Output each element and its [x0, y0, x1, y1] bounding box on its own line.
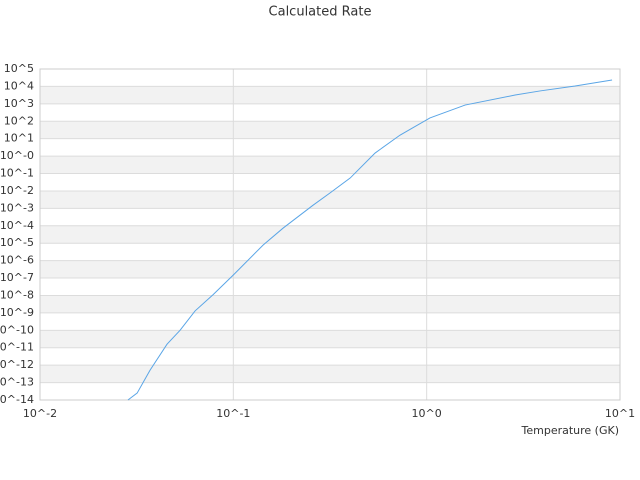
y-tick-label: 10^-13	[0, 376, 34, 389]
y-tick-label: 10^-8	[0, 288, 34, 301]
y-tick-label: 10^-7	[0, 271, 34, 284]
x-axis-label: Temperature (GK)	[521, 424, 620, 437]
plot-frame	[39, 68, 621, 401]
x-tick-label: 10^1	[605, 407, 635, 420]
y-tick-label: 10^5	[4, 62, 34, 75]
grid-band	[40, 260, 620, 279]
y-tick-label: 10^-11	[0, 341, 34, 354]
grid-band	[40, 330, 620, 348]
grid-band	[40, 86, 620, 104]
x-tick-label: 10^0	[412, 407, 442, 420]
x-tick-label: 10^-1	[216, 407, 250, 420]
y-tick-label: 10^2	[4, 114, 34, 127]
y-tick-label: 10^4	[4, 79, 34, 92]
y-tick-label: 10^-1	[0, 167, 34, 180]
y-tick-label: 10^-6	[0, 254, 34, 267]
grid-band	[40, 365, 620, 383]
series-line	[127, 79, 613, 401]
y-tick-label: 10^-10	[0, 323, 34, 336]
grid-band	[40, 190, 620, 209]
y-tick-label: 10^3	[4, 97, 34, 110]
y-tick-label: 10^-12	[0, 358, 34, 371]
y-tick-label: 10^-3	[0, 201, 34, 214]
y-tick-label: 10^-2	[0, 184, 34, 197]
y-tick-label: 10^1	[4, 132, 34, 145]
chart-title: Calculated Rate	[269, 5, 372, 20]
grid-band	[40, 121, 620, 139]
x-tick-label: 10^-2	[23, 407, 57, 420]
y-tick-label: 10^-4	[0, 219, 34, 232]
grid-band	[40, 295, 620, 313]
y-tick-label: 10^-9	[0, 306, 34, 319]
y-tick-label: 10^-5	[0, 236, 34, 249]
y-tick-label: 10^-14	[0, 393, 34, 406]
y-tick-label: 10^-0	[0, 149, 34, 162]
grid-band	[40, 156, 620, 174]
grid-band	[40, 225, 620, 244]
